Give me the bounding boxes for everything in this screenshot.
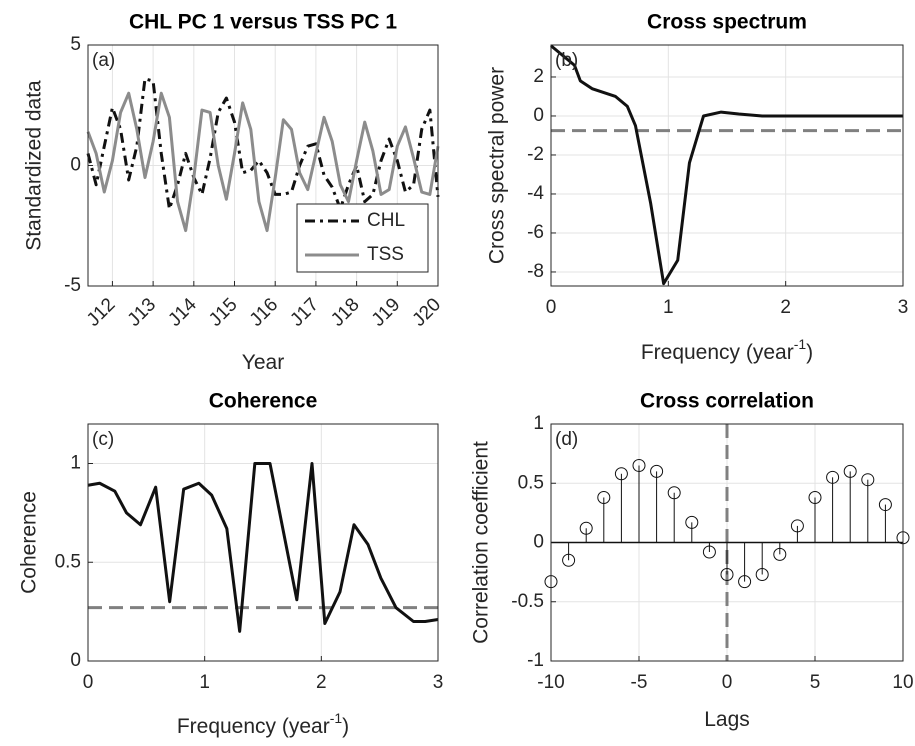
stem-marker bbox=[720, 567, 734, 581]
x-tick-label: J12 bbox=[83, 294, 120, 331]
x-axis-label-part: Year bbox=[242, 351, 284, 374]
stem-marker bbox=[562, 553, 576, 567]
x-tick-label: -5 bbox=[631, 672, 648, 693]
y-tick-label: 1 bbox=[533, 413, 544, 434]
stem-marker bbox=[614, 467, 628, 481]
x-tick-label: 1 bbox=[663, 297, 674, 318]
stem-marker bbox=[702, 545, 716, 559]
y-tick-label: 0 bbox=[533, 105, 544, 126]
stem-marker bbox=[667, 486, 681, 500]
panel-label: (a) bbox=[92, 50, 115, 71]
stem-marker bbox=[808, 490, 822, 504]
x-tick-label: 2 bbox=[316, 672, 327, 693]
stem-marker bbox=[755, 567, 769, 581]
y-tick-label: 5 bbox=[70, 34, 81, 55]
stem-marker bbox=[632, 458, 646, 472]
x-tick-label: J17 bbox=[286, 294, 323, 331]
legend-label: TSS bbox=[367, 244, 404, 265]
x-tick-label: 1 bbox=[199, 672, 210, 693]
y-tick-label: 0.5 bbox=[518, 472, 544, 493]
panel-title: CHL PC 1 versus TSS PC 1 bbox=[129, 11, 397, 34]
y-tick-label: -5 bbox=[64, 275, 81, 296]
x-tick-label: 0 bbox=[546, 297, 557, 318]
legend-label: CHL bbox=[367, 210, 405, 231]
x-axis-label-part: Frequency (year bbox=[177, 715, 330, 738]
stem-marker bbox=[597, 490, 611, 504]
panel-title: Coherence bbox=[209, 390, 318, 413]
panel-title: Cross spectrum bbox=[647, 11, 807, 34]
panel-title: Cross correlation bbox=[640, 390, 814, 413]
stem-marker bbox=[790, 519, 804, 533]
x-tick-label: 3 bbox=[433, 672, 444, 693]
stem-marker bbox=[650, 464, 664, 478]
axes-box bbox=[87, 423, 439, 662]
y-tick-label: -4 bbox=[527, 183, 544, 204]
y-axis-label: Standardized data bbox=[23, 80, 46, 251]
y-axis-label: Coherence bbox=[18, 491, 41, 594]
stem-marker bbox=[826, 470, 840, 484]
x-tick-label: J13 bbox=[124, 294, 161, 331]
x-tick-label: 2 bbox=[780, 297, 791, 318]
axes-box bbox=[87, 44, 439, 287]
y-tick-label: 0 bbox=[70, 155, 81, 176]
x-tick-label: -10 bbox=[537, 672, 564, 693]
y-tick-label: -0.5 bbox=[511, 591, 544, 612]
panel-label: (c) bbox=[92, 429, 114, 450]
axes-box bbox=[550, 44, 904, 287]
y-tick-label: -6 bbox=[527, 222, 544, 243]
series-line bbox=[86, 91, 440, 233]
x-axis-label-part: Frequency (year bbox=[641, 341, 794, 364]
x-tick-label: 3 bbox=[898, 297, 909, 318]
x-axis-label-part: ) bbox=[342, 715, 349, 738]
x-tick-label: 5 bbox=[810, 672, 821, 693]
x-axis-label-part: -1 bbox=[794, 336, 807, 352]
y-tick-label: 0 bbox=[70, 650, 81, 671]
x-tick-label: 0 bbox=[722, 672, 733, 693]
x-axis-label-part: Lags bbox=[704, 708, 750, 731]
x-tick-label: J14 bbox=[164, 294, 201, 331]
x-axis-label-part: -1 bbox=[330, 710, 343, 726]
y-tick-label: 2 bbox=[533, 66, 544, 87]
y-axis-label: Correlation coefficient bbox=[470, 441, 493, 644]
y-tick-label: 1 bbox=[70, 453, 81, 474]
x-tick-label: 0 bbox=[83, 672, 94, 693]
stem-marker bbox=[685, 515, 699, 529]
axes-box bbox=[550, 423, 904, 662]
x-tick-label: J18 bbox=[327, 294, 364, 331]
x-axis-label: Frequency (year-1) bbox=[177, 710, 349, 738]
x-axis-label: Frequency (year-1) bbox=[641, 336, 813, 364]
y-tick-label: -8 bbox=[527, 261, 544, 282]
stem-marker bbox=[773, 547, 787, 561]
legend-box bbox=[296, 203, 429, 273]
y-tick-label: 0 bbox=[533, 532, 544, 553]
x-axis-label-part: ) bbox=[806, 341, 813, 364]
y-tick-label: 0.5 bbox=[55, 551, 81, 572]
x-tick-label: 10 bbox=[892, 672, 913, 693]
y-axis-label: Cross spectral power bbox=[486, 67, 509, 264]
x-tick-label: J20 bbox=[409, 294, 446, 331]
x-tick-label: J16 bbox=[246, 294, 283, 331]
stem-marker bbox=[861, 473, 875, 487]
series-line bbox=[87, 462, 439, 633]
y-tick-label: -2 bbox=[527, 144, 544, 165]
x-axis-label: Year bbox=[242, 351, 284, 374]
stem-marker bbox=[843, 464, 857, 478]
panel-label: (d) bbox=[555, 429, 578, 450]
stem-marker bbox=[738, 575, 752, 589]
stem-marker bbox=[579, 521, 593, 535]
series-line bbox=[550, 44, 903, 286]
y-tick-label: -1 bbox=[527, 650, 544, 671]
stem-marker bbox=[878, 498, 892, 512]
x-axis-label: Lags bbox=[704, 708, 750, 731]
panel-label: (b) bbox=[555, 50, 578, 71]
x-tick-label: J19 bbox=[368, 294, 405, 331]
x-tick-label: J15 bbox=[205, 294, 242, 331]
